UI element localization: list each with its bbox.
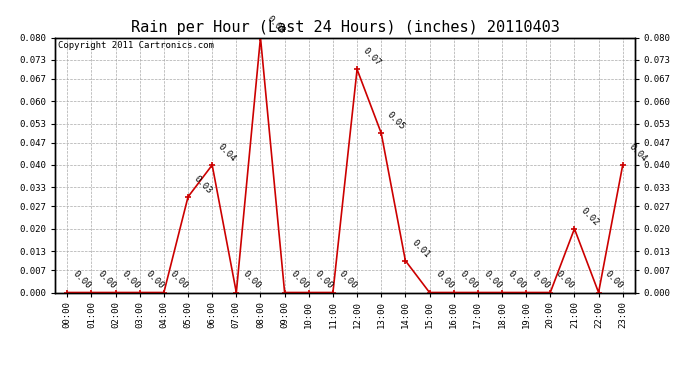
Text: 0.00: 0.00 bbox=[168, 270, 190, 291]
Text: 0.00: 0.00 bbox=[506, 270, 528, 291]
Text: 0.00: 0.00 bbox=[120, 270, 141, 291]
Text: 0.04: 0.04 bbox=[217, 142, 238, 164]
Text: 0.00: 0.00 bbox=[337, 270, 359, 291]
Text: 0.07: 0.07 bbox=[362, 46, 383, 68]
Text: 0.00: 0.00 bbox=[458, 270, 480, 291]
Text: 0.03: 0.03 bbox=[193, 174, 214, 195]
Text: 0.04: 0.04 bbox=[627, 142, 649, 164]
Text: 0.00: 0.00 bbox=[241, 270, 262, 291]
Text: 0.00: 0.00 bbox=[72, 270, 93, 291]
Text: 0.02: 0.02 bbox=[579, 206, 600, 227]
Text: 0.05: 0.05 bbox=[386, 110, 407, 132]
Title: Rain per Hour (Last 24 Hours) (inches) 20110403: Rain per Hour (Last 24 Hours) (inches) 2… bbox=[130, 20, 560, 35]
Text: 0.00: 0.00 bbox=[96, 270, 117, 291]
Text: 0.00: 0.00 bbox=[313, 270, 335, 291]
Text: 0.00: 0.00 bbox=[531, 270, 552, 291]
Text: 0.00: 0.00 bbox=[144, 270, 166, 291]
Text: 0.00: 0.00 bbox=[482, 270, 504, 291]
Text: 0.00: 0.00 bbox=[434, 270, 455, 291]
Text: 0.00: 0.00 bbox=[289, 270, 311, 291]
Text: Copyright 2011 Cartronics.com: Copyright 2011 Cartronics.com bbox=[58, 41, 214, 50]
Text: 0.08: 0.08 bbox=[265, 15, 286, 36]
Text: 0.00: 0.00 bbox=[555, 270, 576, 291]
Text: 0.00: 0.00 bbox=[603, 270, 624, 291]
Text: 0.01: 0.01 bbox=[410, 238, 431, 259]
